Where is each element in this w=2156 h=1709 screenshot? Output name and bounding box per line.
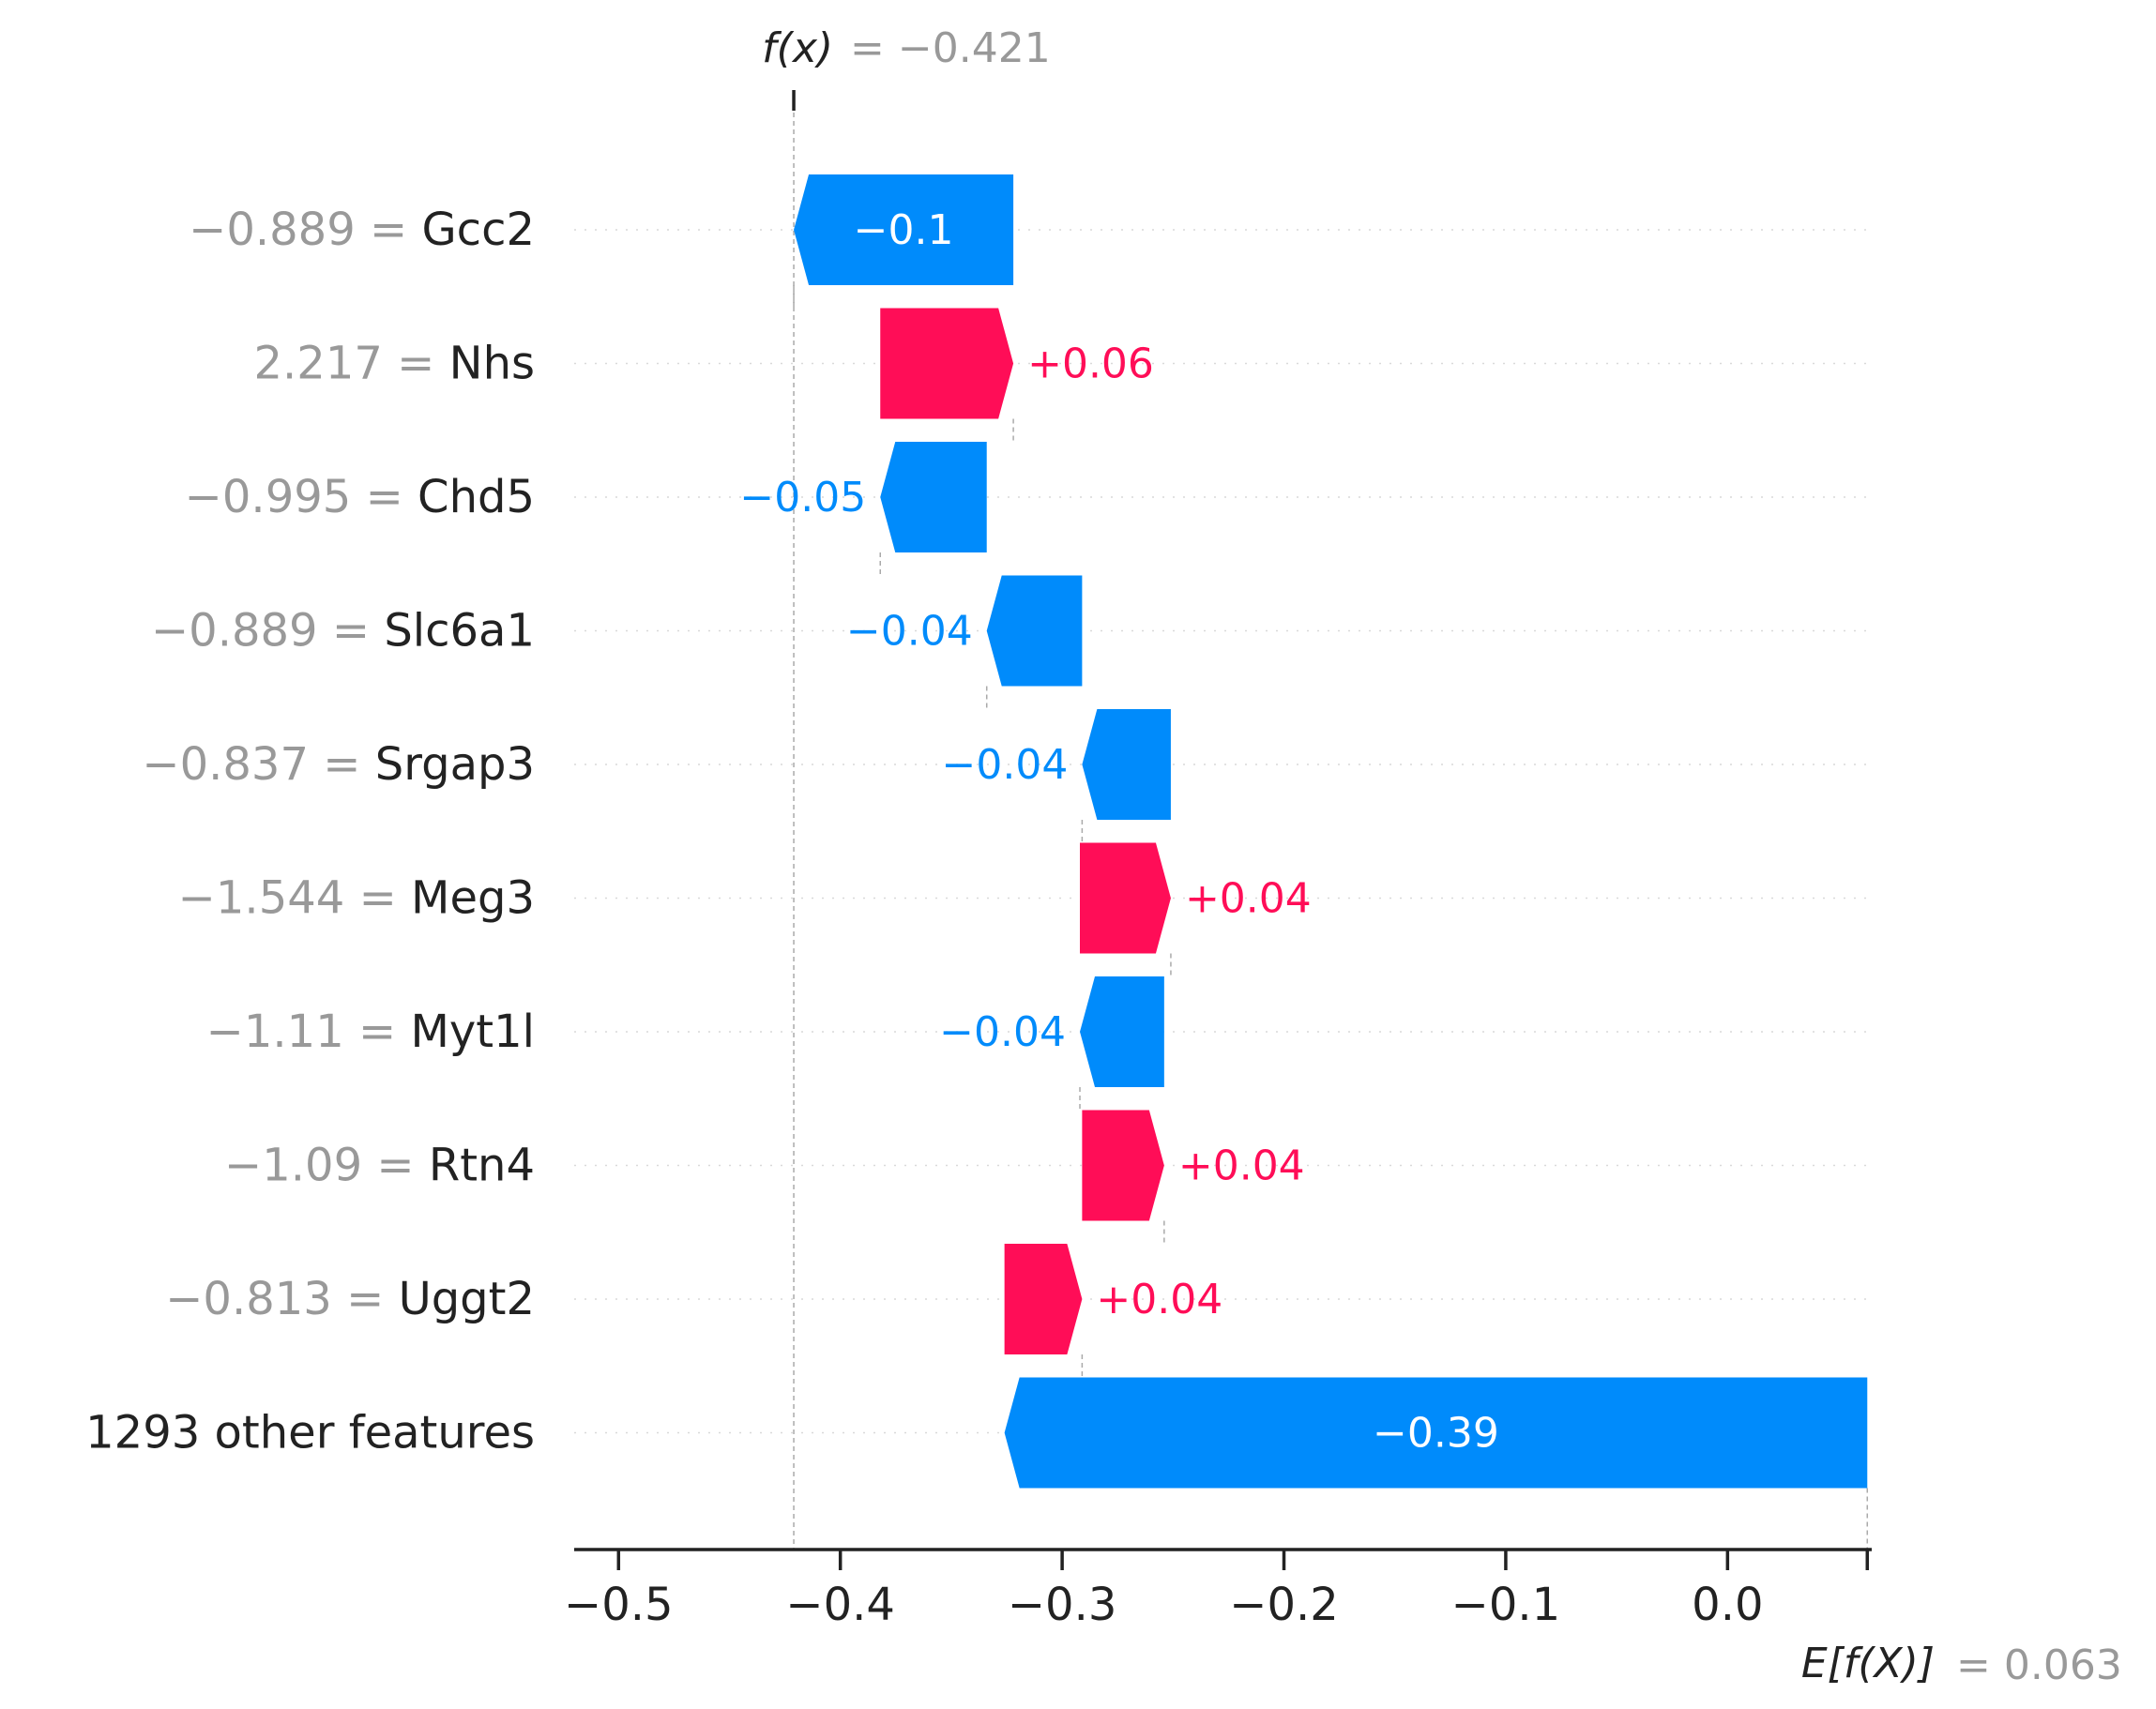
x-tick-label: 0.0 bbox=[1692, 1579, 1763, 1631]
feature-label: −0.995 = Chd5 bbox=[185, 471, 535, 523]
x-tick-label: −0.4 bbox=[785, 1579, 895, 1631]
feature-name: Rtn4 bbox=[429, 1140, 535, 1192]
feature-label: −0.889 = Slc6a1 bbox=[151, 605, 535, 658]
connector-lines bbox=[792, 90, 1869, 1550]
contribution-bar bbox=[1004, 1244, 1083, 1354]
contribution-bars bbox=[794, 174, 1868, 1489]
feature-name: Myt1l bbox=[410, 1006, 535, 1058]
contribution-bar bbox=[1004, 1377, 1868, 1489]
fx-label: f(x) bbox=[762, 24, 833, 72]
contribution-label: +0.04 bbox=[1185, 875, 1312, 923]
feature-label: −1.544 = Meg3 bbox=[178, 872, 535, 925]
feature-value: −1.11 = bbox=[206, 1006, 411, 1058]
base-value: = 0.063 bbox=[1956, 1641, 2122, 1689]
fx-value: = −0.421 bbox=[850, 24, 1051, 72]
contribution-label: −0.1 bbox=[854, 206, 954, 254]
contribution-label: −0.05 bbox=[739, 474, 866, 522]
feature-value: −0.837 = bbox=[142, 738, 374, 791]
feature-value: −0.813 = bbox=[165, 1273, 398, 1325]
feature-label: −0.837 = Srgap3 bbox=[142, 738, 535, 791]
contribution-bar bbox=[794, 174, 1014, 285]
feature-label: −1.09 = Rtn4 bbox=[224, 1140, 535, 1192]
feature-value: 2.217 = bbox=[254, 338, 449, 390]
contribution-label: −0.04 bbox=[939, 1008, 1066, 1056]
contribution-labels: −0.1 +0.06 −0.05 −0.04 −0.04 +0.04 −0.04 +0.04 +… bbox=[739, 206, 1498, 1458]
contribution-bar bbox=[1080, 842, 1171, 954]
contribution-bar bbox=[1082, 1110, 1164, 1221]
base-value-label: E[f(X)] bbox=[1801, 1640, 1935, 1687]
fx-annotation: f(x) = −0.421 bbox=[762, 24, 1051, 72]
feature-label: −1.11 = Myt1l bbox=[206, 1006, 535, 1058]
feature-name: Uggt2 bbox=[399, 1273, 535, 1325]
x-axis: −0.5 −0.4 −0.3 −0.2 −0.1 0.0 bbox=[564, 1548, 1872, 1631]
feature-name: Nhs bbox=[449, 338, 535, 390]
feature-label: −0.813 = Uggt2 bbox=[165, 1273, 535, 1325]
x-tick-label: −0.3 bbox=[1008, 1579, 1117, 1631]
feature-name: Gcc2 bbox=[421, 204, 535, 256]
feature-label: 1293 other features bbox=[85, 1407, 535, 1459]
feature-label: −0.889 = Gcc2 bbox=[189, 204, 535, 256]
feature-value: −0.995 = bbox=[185, 471, 418, 523]
contribution-label: −0.39 bbox=[1373, 1410, 1499, 1458]
contribution-bar bbox=[986, 575, 1083, 687]
contribution-bar bbox=[880, 308, 1014, 419]
row-gridlines bbox=[574, 229, 1872, 1434]
contribution-label: −0.04 bbox=[942, 741, 1069, 789]
base-value-annotation: E[f(X)] = 0.063 bbox=[1801, 1640, 2122, 1689]
contribution-label: +0.06 bbox=[1027, 340, 1154, 388]
feature-value: −1.544 = bbox=[178, 872, 411, 925]
contribution-label: +0.04 bbox=[1096, 1276, 1222, 1323]
contribution-bar bbox=[880, 442, 987, 552]
contribution-bar bbox=[1080, 976, 1164, 1087]
x-tick-label: −0.5 bbox=[564, 1579, 674, 1631]
feature-name: Srgap3 bbox=[375, 738, 535, 791]
contribution-label: −0.04 bbox=[846, 608, 973, 656]
feature-value: −1.09 = bbox=[224, 1140, 429, 1192]
contribution-bar bbox=[1082, 709, 1171, 820]
feature-name: Slc6a1 bbox=[384, 605, 535, 658]
feature-value: −0.889 = bbox=[189, 204, 421, 256]
feature-name: Meg3 bbox=[411, 872, 535, 925]
contribution-label: +0.04 bbox=[1178, 1142, 1305, 1190]
feature-name: 1293 other features bbox=[85, 1407, 535, 1459]
feature-label: 2.217 = Nhs bbox=[254, 338, 536, 390]
x-tick-label: −0.2 bbox=[1229, 1579, 1339, 1631]
feature-name: Chd5 bbox=[418, 471, 535, 523]
feature-value: −0.889 = bbox=[151, 605, 384, 658]
x-tick-label: −0.1 bbox=[1451, 1579, 1561, 1631]
